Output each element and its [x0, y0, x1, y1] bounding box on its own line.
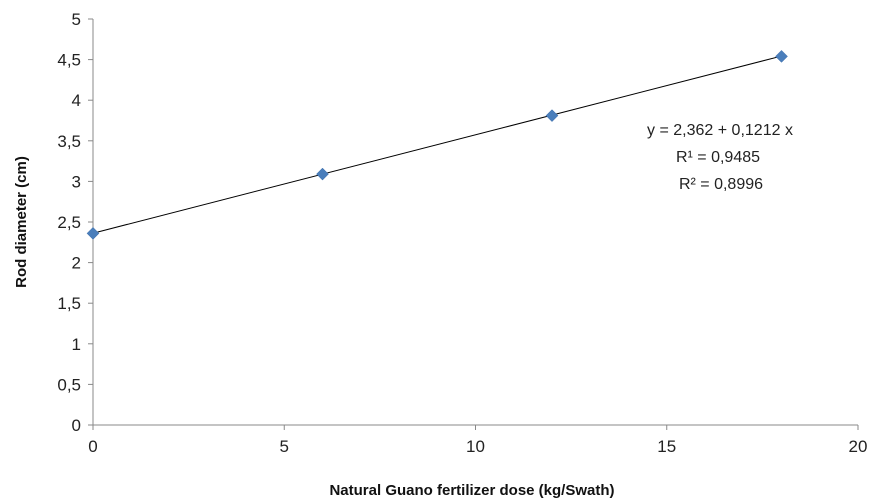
- y-tick-label: 4,5: [57, 51, 81, 70]
- y-tick-label: 3,5: [57, 132, 81, 151]
- data-points: [86, 49, 788, 240]
- y-tick-labels: 0 0,5 1 1,5 2 2,5 3 3,5 4 4,5 5: [57, 10, 81, 435]
- y-tick-label: 2,5: [57, 213, 81, 232]
- x-tick-label: 0: [88, 437, 97, 456]
- equation-annotation: y = 2,362 + 0,1212 x: [647, 122, 793, 139]
- y-tick-label: 4: [72, 91, 81, 110]
- x-tick-label: 15: [657, 437, 676, 456]
- y-axis-title: Rod diameter (cm): [13, 156, 30, 288]
- y-tick-label: 0: [72, 416, 81, 435]
- trendline-layer: [92, 55, 782, 234]
- r1-annotation: R¹ = 0,9485: [676, 149, 760, 166]
- axes: [88, 18, 859, 430]
- x-tick-label: 20: [849, 437, 868, 456]
- data-point: [86, 227, 100, 240]
- y-tick-label: 0,5: [57, 375, 81, 394]
- x-tick-label: 10: [466, 437, 485, 456]
- y-tick-label: 1,5: [57, 294, 81, 313]
- x-axis-title: Natural Guano fertilizer dose (kg/Swath): [329, 482, 614, 499]
- y-tick-label: 3: [72, 172, 81, 191]
- y-tick-label: 1: [72, 335, 81, 354]
- r2-annotation: R² = 0,8996: [679, 176, 763, 193]
- data-point: [316, 167, 329, 181]
- y-tick-label: 5: [72, 10, 81, 29]
- trendline: [92, 55, 782, 234]
- data-point: [545, 109, 559, 122]
- data-point: [775, 49, 788, 63]
- x-tick-label: 5: [280, 437, 289, 456]
- x-tick-labels: 0 5 10 15 20: [88, 437, 867, 456]
- y-tick-label: 2: [72, 254, 81, 273]
